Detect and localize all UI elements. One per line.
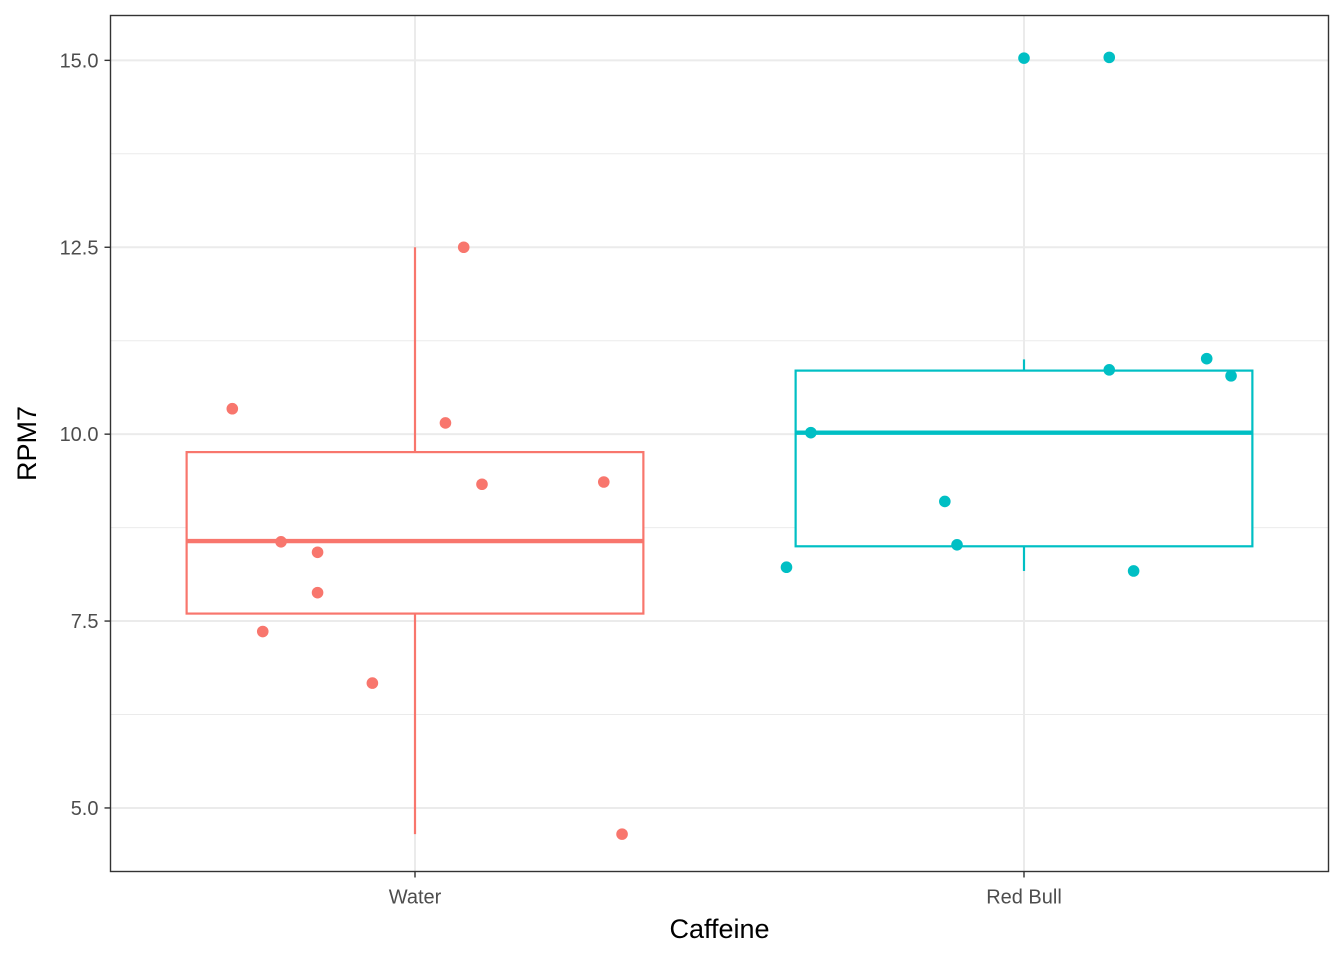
box-red-bull: [794, 359, 1254, 571]
y-tick-label: 15.0: [60, 50, 99, 72]
data-point: [1225, 370, 1237, 382]
point-layer: [226, 51, 1237, 840]
y-tick-label: 12.5: [60, 237, 99, 259]
data-point: [457, 241, 470, 254]
data-point: [1200, 352, 1213, 365]
data-point: [939, 495, 951, 508]
box-layer: [185, 247, 1254, 835]
iqr-box: [185, 450, 645, 615]
data-point: [311, 586, 324, 599]
y-tick-label: 7.5: [71, 611, 99, 633]
data-point: [1018, 52, 1030, 64]
plot-border: [109, 14, 1330, 873]
data-point: [597, 476, 610, 488]
axis-layer: 5.0 7.5 10.0 12.5 15.0 Water Red Bull: [60, 50, 1062, 908]
y-tick-label: 10.0: [60, 424, 99, 446]
x-tick-label: Water: [389, 887, 442, 909]
y-axis-title: RPM7: [12, 406, 42, 481]
x-axis-title: Caffeine: [669, 914, 769, 944]
data-point: [1103, 364, 1116, 376]
data-point: [311, 546, 324, 559]
data-point: [476, 478, 488, 491]
data-point: [1127, 565, 1140, 577]
x-tick-label: Red Bull: [986, 887, 1062, 909]
data-point: [780, 561, 793, 574]
y-tick-label: 5.0: [71, 798, 99, 820]
data-point: [1103, 51, 1116, 64]
data-point: [805, 426, 817, 439]
data-point: [951, 538, 963, 551]
box-water: [185, 247, 645, 835]
data-point: [366, 677, 379, 689]
data-point: [226, 402, 239, 415]
data-point: [275, 536, 287, 548]
data-point: [616, 828, 628, 840]
data-point: [439, 417, 452, 429]
data-point: [256, 625, 269, 638]
iqr-box: [794, 369, 1254, 548]
